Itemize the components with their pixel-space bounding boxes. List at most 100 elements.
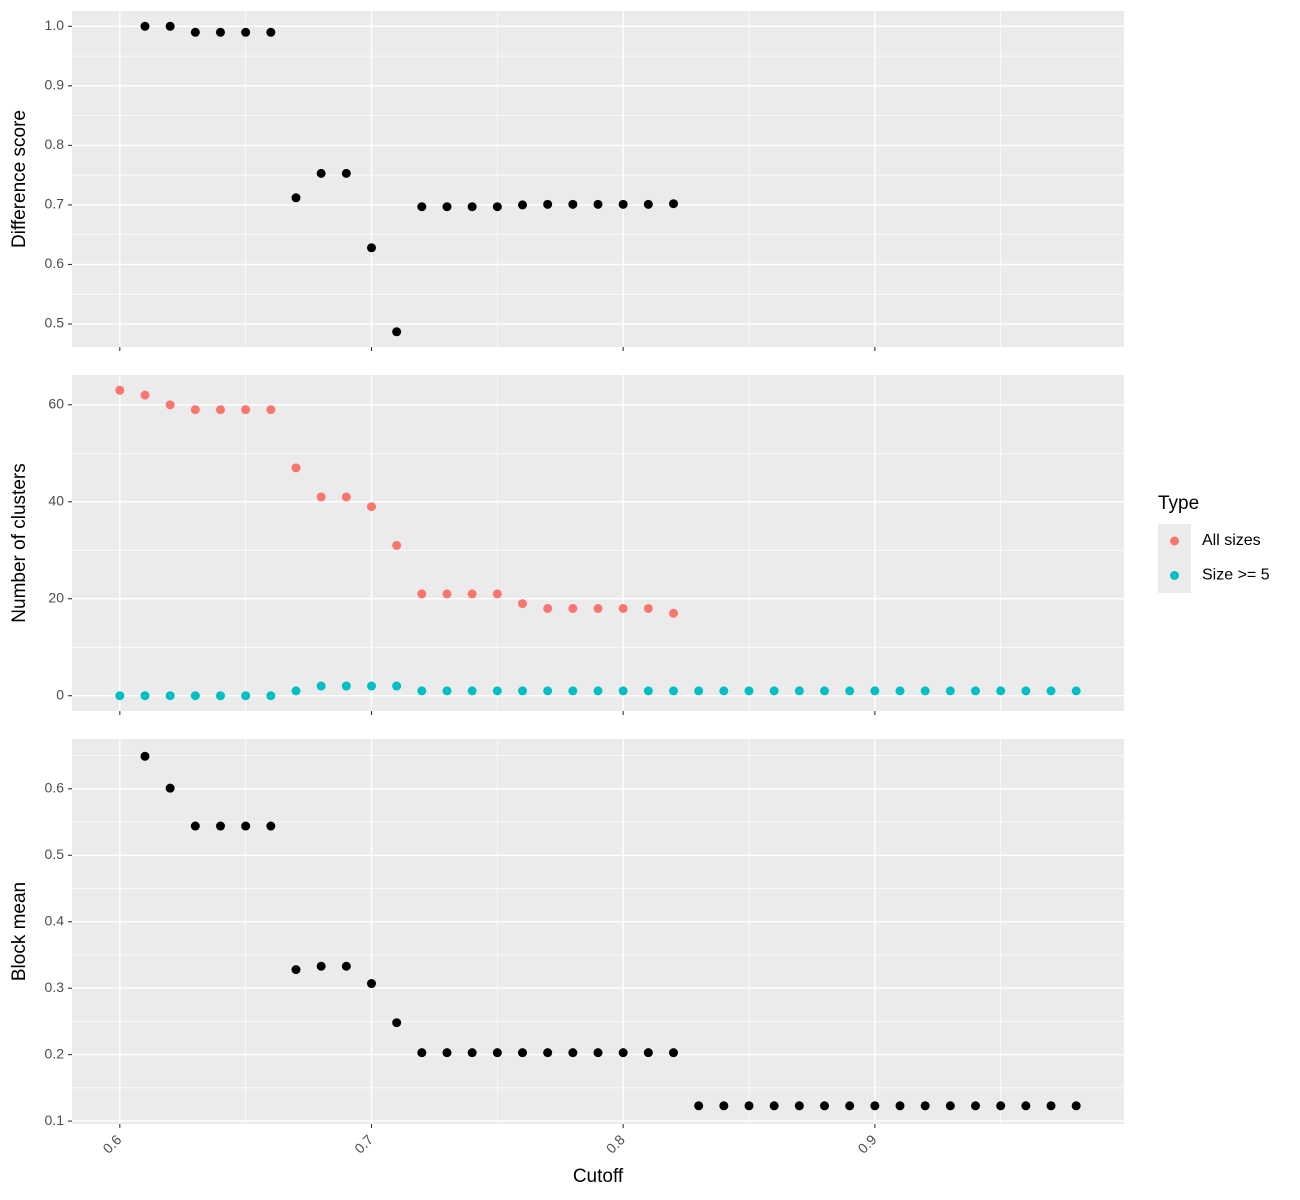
point	[1021, 686, 1031, 696]
x-tick-label: 0.6	[99, 1131, 124, 1156]
point	[417, 202, 427, 212]
point	[543, 199, 553, 209]
point	[568, 603, 578, 613]
point	[945, 686, 955, 696]
point	[190, 821, 200, 831]
point	[115, 691, 125, 701]
point	[971, 686, 981, 696]
legend-label: Size >= 5	[1202, 567, 1270, 584]
x-axis-title: Cutoff	[573, 1166, 624, 1187]
y-tick-label: 1.0	[45, 17, 65, 33]
point	[467, 1048, 477, 1058]
point	[316, 961, 326, 971]
point	[392, 327, 402, 337]
point	[417, 1048, 427, 1058]
point	[543, 603, 553, 613]
point	[266, 691, 276, 701]
point	[341, 168, 351, 178]
point	[920, 686, 930, 696]
point	[895, 1101, 905, 1111]
point	[593, 603, 603, 613]
point	[241, 405, 251, 415]
point	[316, 168, 326, 178]
point	[694, 686, 704, 696]
point	[492, 1048, 502, 1058]
point	[694, 1101, 704, 1111]
point	[190, 27, 200, 37]
point	[669, 608, 679, 618]
point	[1071, 1101, 1081, 1111]
point	[165, 21, 175, 31]
point	[794, 686, 804, 696]
point	[971, 1101, 981, 1111]
legend-label: All sizes	[1202, 532, 1261, 549]
point	[593, 686, 603, 696]
point	[366, 243, 376, 253]
point	[392, 540, 402, 550]
point	[643, 603, 653, 613]
point	[618, 603, 628, 613]
point	[669, 686, 679, 696]
point	[266, 27, 276, 37]
point	[517, 599, 527, 609]
point	[241, 821, 251, 831]
y-axis-title: Difference score	[9, 110, 30, 248]
point	[568, 1048, 578, 1058]
point	[618, 686, 628, 696]
y-tick-label: 0.6	[45, 255, 65, 271]
y-axis-title: Number of clusters	[9, 463, 30, 622]
point	[215, 821, 225, 831]
point	[241, 27, 251, 37]
point	[115, 385, 125, 395]
y-axis-title: Block mean	[9, 882, 30, 981]
y-tick-label: 0.1	[45, 1112, 65, 1128]
point	[165, 400, 175, 410]
point	[769, 686, 779, 696]
point	[442, 1048, 452, 1058]
point	[618, 1048, 628, 1058]
point	[341, 681, 351, 691]
y-tick-label: 0.6	[45, 780, 65, 796]
point	[719, 1101, 729, 1111]
point	[669, 1048, 679, 1058]
point	[845, 686, 855, 696]
point	[593, 1048, 603, 1058]
point	[341, 492, 351, 502]
point	[291, 463, 301, 473]
point	[291, 686, 301, 696]
point	[442, 589, 452, 599]
point	[945, 1101, 955, 1111]
y-tick-label: 60	[48, 396, 64, 412]
x-tick-label: 0.9	[855, 1131, 880, 1156]
point	[517, 686, 527, 696]
point	[291, 965, 301, 975]
point	[870, 1101, 880, 1111]
point	[996, 686, 1006, 696]
panel-background	[72, 739, 1124, 1124]
point	[769, 1101, 779, 1111]
point	[870, 686, 880, 696]
point	[417, 589, 427, 599]
point	[895, 686, 905, 696]
point	[719, 686, 729, 696]
point	[492, 686, 502, 696]
point	[140, 691, 150, 701]
point	[543, 1048, 553, 1058]
panel-background	[72, 375, 1124, 711]
y-tick-label: 0.5	[45, 315, 65, 331]
point	[442, 686, 452, 696]
point	[920, 1101, 930, 1111]
point	[618, 199, 628, 209]
point	[417, 686, 427, 696]
point	[643, 686, 653, 696]
point	[215, 405, 225, 415]
legend-marker	[1170, 536, 1179, 546]
point	[366, 681, 376, 691]
point	[492, 589, 502, 599]
point	[593, 199, 603, 209]
point	[568, 686, 578, 696]
point	[744, 686, 754, 696]
point	[215, 27, 225, 37]
